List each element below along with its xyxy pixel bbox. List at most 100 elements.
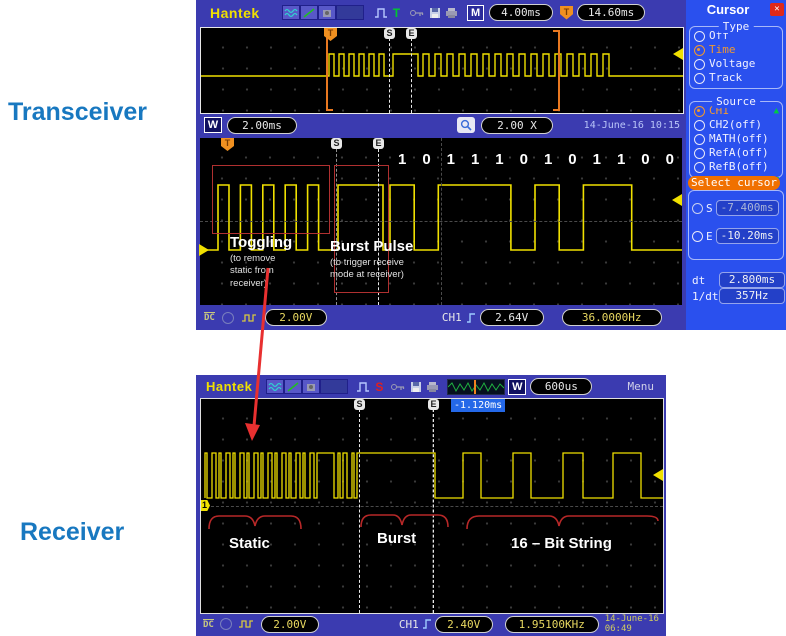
type-option-voltage[interactable]: Voltage: [690, 57, 782, 71]
static-section-label: Static: [229, 535, 270, 552]
select-cursor-button[interactable]: Select cursor: [688, 176, 780, 190]
trigger-position-icon: T: [324, 28, 337, 41]
source-group: Source CH1 ▲ CH2(off) MATH(off) RefA(off)…: [689, 95, 783, 185]
cursor-e-row[interactable]: E -10.20ms: [692, 228, 779, 244]
up-triangle-icon[interactable]: ▲: [773, 106, 779, 116]
trigger-level-arrow-icon[interactable]: [673, 48, 683, 60]
bit-value: 0: [422, 151, 431, 168]
source-option-label: MATH(off): [709, 132, 769, 145]
scope2-header: Hantek S W 600us Menu: [196, 375, 666, 398]
squarewave-icon: [241, 313, 257, 323]
burst-annotation-sub: (to trigger receive mode at receiver): [330, 257, 404, 281]
camera-icon[interactable]: [317, 5, 336, 20]
cursor-menu-titlebar: Cursor ✕: [686, 0, 786, 18]
source-option-ch2[interactable]: CH2(off): [690, 118, 782, 132]
printer-icon[interactable]: [445, 7, 458, 18]
waveform-display-icon[interactable]: [281, 5, 300, 20]
thumbnail-cursor-icon: [474, 379, 477, 394]
window-bracket-right-icon[interactable]: [553, 30, 560, 111]
radio-icon: [694, 30, 705, 42]
bit-value: 1: [470, 151, 480, 168]
cursor-e-line[interactable]: [411, 38, 412, 113]
type-option-track[interactable]: Track: [690, 71, 782, 85]
cursor-e-line[interactable]: [378, 149, 379, 305]
key-icon: [390, 382, 406, 392]
toggling-highlight-box: [212, 165, 330, 234]
dt-row: dt 2.800ms: [692, 272, 785, 288]
pulse-icon: [356, 381, 370, 393]
source-option-label: RefA(off): [709, 146, 769, 159]
source-option-label: CH2(off): [709, 118, 762, 131]
save-icon[interactable]: [410, 381, 422, 393]
menu-button[interactable]: Menu: [627, 380, 655, 393]
window-w-label: W: [508, 378, 527, 395]
scope2-bottom-bar: DC 2.00V CH1 2.40V 1.95100KHz 14-June-16…: [196, 612, 666, 636]
close-icon[interactable]: ✕: [770, 2, 784, 16]
type-group: Type Off Time Voltage Track: [689, 20, 783, 89]
scope2-main-waveform-area: S E -1.120ms Static Burst 16 – Bit Strin…: [200, 398, 664, 614]
burst-highlight-box: [334, 165, 389, 293]
cursor-s-row[interactable]: S -7.400ms: [692, 200, 779, 216]
source-option-math[interactable]: MATH(off): [690, 132, 782, 146]
status-box: [335, 5, 364, 20]
receiver-label: Receiver: [20, 518, 125, 546]
frequency-readout: 1.95100KHz: [504, 615, 599, 633]
bit-value: 1: [495, 151, 504, 168]
key-icon: [409, 8, 425, 18]
camera-icon[interactable]: [302, 379, 321, 394]
cursor-e-flag[interactable]: E: [406, 28, 417, 39]
printer-icon[interactable]: [426, 381, 439, 392]
radio-icon: [694, 147, 705, 159]
type-option-time[interactable]: Time: [690, 43, 782, 57]
waveform-display-icon[interactable]: [266, 379, 285, 394]
trigger-marker-icon: T: [560, 5, 574, 20]
cursor-e-flag[interactable]: E: [428, 399, 439, 410]
channel-level-arrow-icon[interactable]: [199, 244, 209, 256]
cursor-e-line[interactable]: [433, 409, 434, 613]
channel-1-marker[interactable]: 1: [201, 500, 211, 511]
stop-status-letter: S: [375, 379, 384, 394]
radio-icon: [694, 133, 705, 145]
trigger-level-arrow-icon[interactable]: [653, 469, 663, 481]
radio-icon: [694, 72, 705, 84]
radio-icon: [694, 105, 705, 117]
bit-value: 1: [592, 151, 601, 168]
window-bracket-left-icon[interactable]: [326, 30, 333, 111]
bit-value: 0: [519, 151, 528, 168]
volts-div-readout: 2.00V: [260, 615, 319, 633]
cursor-e-flag[interactable]: E: [373, 138, 384, 149]
invdt-row: 1/dt 357Hz: [692, 288, 785, 304]
line-mode-icon[interactable]: [284, 379, 303, 394]
source-option-refb[interactable]: RefB(off)▼: [690, 160, 782, 185]
cursor-s-flag[interactable]: S: [331, 138, 342, 149]
status-box: [320, 379, 349, 394]
cursor-menu-panel: Cursor ✕ Type Off Time Voltage Track Sou…: [686, 0, 786, 330]
cursor-s-flag[interactable]: S: [354, 399, 365, 410]
cursor-s-line[interactable]: [359, 409, 360, 613]
bitstring-section-label: 16 – Bit String: [511, 535, 612, 552]
cursor-delta-readout: -1.120ms: [451, 399, 506, 412]
pulse-icon: [374, 7, 388, 19]
bit-string-row: 1 0 1 1 1 0 1 0 1 1 0 0: [390, 151, 682, 168]
transmit-waveform: [200, 184, 682, 251]
grid-centerline: [432, 399, 433, 613]
invdt-value: 357Hz: [719, 288, 785, 304]
save-icon[interactable]: [429, 7, 441, 19]
type-option-label: Time: [709, 43, 736, 56]
grid-centerline: [441, 138, 442, 305]
zoom-factor-readout: 2.00 X: [481, 116, 553, 134]
trigger-status-letter: T: [392, 5, 401, 20]
cursor-s-flag[interactable]: S: [384, 28, 395, 39]
receiver-scope-window: Hantek S W 600us Menu: [196, 375, 666, 636]
dt-value: 2.800ms: [719, 272, 785, 288]
cursor-s-line[interactable]: [389, 38, 390, 113]
zoom-overview-window: T S E: [200, 27, 684, 114]
source-option-refa[interactable]: RefA(off): [690, 146, 782, 160]
toggling-annotation-title: Toggling: [230, 234, 293, 251]
cursor-s-line[interactable]: [336, 149, 337, 305]
line-mode-icon[interactable]: [299, 5, 318, 20]
brace-annotations: [208, 514, 659, 530]
cursor-menu-title: Cursor: [706, 1, 750, 17]
trigger-level-arrow-icon[interactable]: [672, 194, 682, 206]
